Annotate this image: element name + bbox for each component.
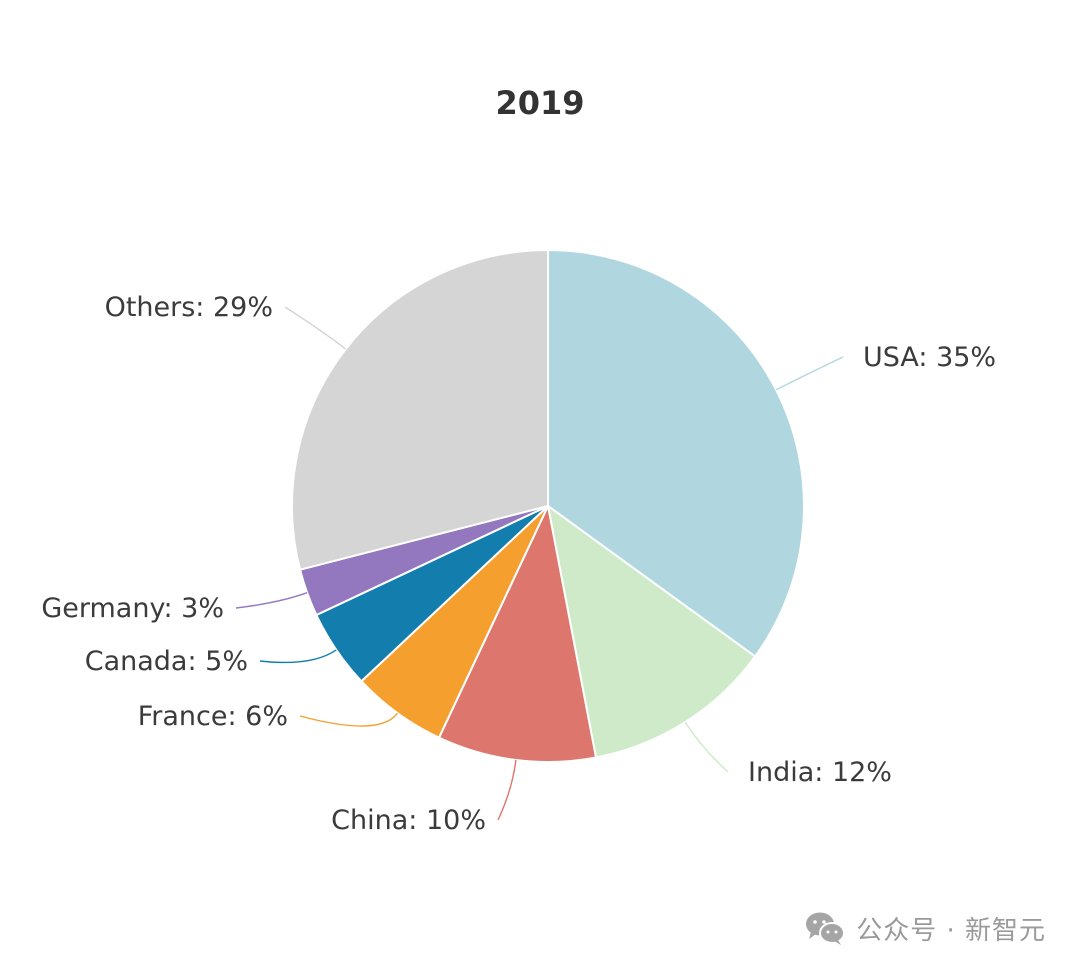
pie-slices <box>291 248 805 764</box>
pie-slice-india <box>546 503 757 759</box>
leader-line-india <box>684 721 729 773</box>
chart-title: 2019 <box>495 84 584 122</box>
slice-label-others: Others: 29% <box>105 292 273 323</box>
leader-line-others <box>284 306 347 350</box>
leader-line-canada <box>259 649 337 664</box>
slice-label-india: India: 12% <box>748 757 892 788</box>
leader-line-usa <box>775 356 844 391</box>
leader-line-france <box>299 712 399 727</box>
leader-lines <box>235 306 844 821</box>
slice-label-canada: Canada: 5% <box>85 646 248 677</box>
slice-labels: USA: 35% India: 12% China: 10% France: 6% Ca… <box>41 292 996 836</box>
slice-label-france: France: 6% <box>138 701 288 732</box>
slice-label-germany: Germany: 3% <box>41 593 224 624</box>
pie-slice-others <box>291 248 549 571</box>
slice-label-china: China: 10% <box>331 805 486 836</box>
wechat-icon <box>806 912 846 945</box>
watermark: 公众号 · 新智元 <box>804 906 1046 950</box>
slice-label-usa: USA: 35% <box>863 342 996 373</box>
leader-line-germany <box>235 592 308 609</box>
pie-slice-usa <box>547 248 805 658</box>
leader-line-china <box>497 759 517 821</box>
watermark-text: 公众号 · 新智元 <box>856 915 1046 946</box>
pie-slice-china <box>437 502 598 764</box>
